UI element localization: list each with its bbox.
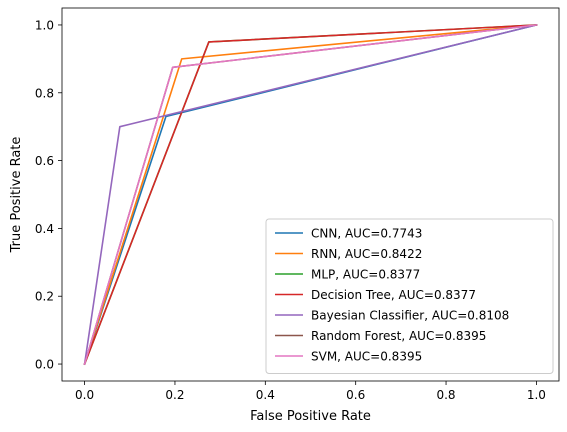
legend-label-6: SVM, AUC=0.8395	[311, 350, 422, 364]
y-tick-label: 0.0	[35, 358, 54, 372]
x-tick-label: 0.6	[346, 388, 365, 402]
y-tick-label: 0.8	[35, 86, 54, 100]
plot-frame	[61, 7, 560, 382]
series-line-3	[83, 24, 538, 366]
legend-box	[265, 218, 554, 374]
x-tick-label: 0.0	[75, 388, 94, 402]
x-tick-label: 0.4	[256, 388, 275, 402]
legend: CNN, AUC=0.7743 RNN, AUC=0.8422 MLP, AUC=0…	[265, 218, 554, 374]
y-tick-label: 0.2	[35, 290, 54, 304]
series-line-4	[83, 23, 538, 365]
legend-label-0: CNN, AUC=0.7743	[311, 227, 422, 241]
y-tick-label: 0.6	[35, 154, 54, 168]
series-lines	[83, 23, 538, 366]
legend-label-3: Decision Tree, AUC=0.8377	[311, 288, 476, 302]
y-tick-label: 1.0	[35, 18, 54, 32]
x-tick-label: 1.0	[527, 388, 546, 402]
x-tick-label: 0.2	[165, 388, 184, 402]
axis-ticks: 0.0 0.2 0.4 0.6 0.8 1.0 0.0 0.2 0.4 0.6 0.8 1.0	[35, 18, 546, 402]
y-tick-label: 0.4	[35, 222, 54, 236]
legend-label-4: Bayesian Classifier, AUC=0.8108	[311, 309, 509, 323]
x-tick-label: 0.8	[436, 388, 455, 402]
legend-label-2: MLP, AUC=0.8377	[311, 268, 420, 282]
series-line-6	[83, 24, 538, 366]
series-line-1	[83, 24, 538, 366]
y-axis-label: True Positive Rate	[9, 137, 24, 254]
legend-label-1: RNN, AUC=0.8422	[311, 247, 422, 261]
legend-label-5: Random Forest, AUC=0.8395	[311, 329, 486, 343]
x-axis-label: False Positive Rate	[250, 409, 371, 424]
